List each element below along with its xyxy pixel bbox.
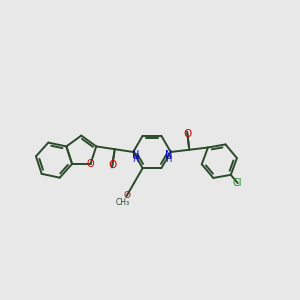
Text: Cl: Cl	[233, 178, 242, 188]
Text: O: O	[183, 129, 191, 139]
Text: H: H	[132, 155, 138, 164]
Text: O: O	[108, 160, 116, 170]
Text: N: N	[132, 150, 139, 160]
Text: O: O	[123, 191, 130, 200]
Text: CH₃: CH₃	[116, 198, 130, 207]
Text: O: O	[87, 159, 94, 169]
Text: N: N	[165, 150, 172, 160]
Text: H: H	[166, 155, 172, 164]
